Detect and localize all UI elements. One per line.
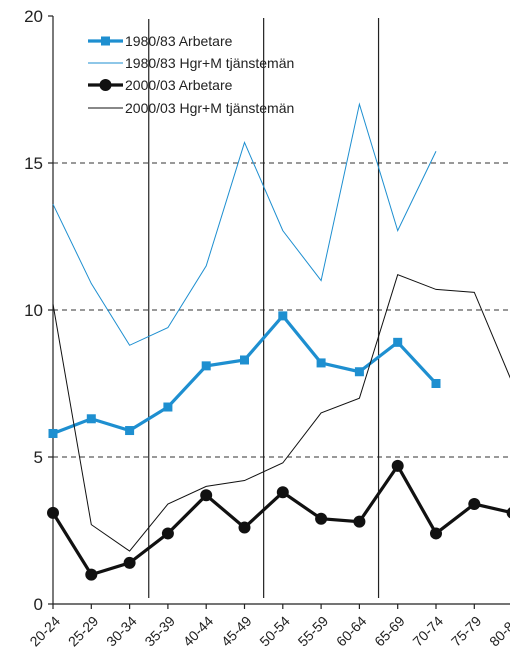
point-1-70-74 (431, 379, 441, 388)
x-tick-label-25-29: 25-29 (65, 613, 102, 650)
point-1-45-49 (240, 355, 249, 365)
x-tick-label-35-39: 35-39 (141, 613, 178, 650)
legend-label-3: 2000/03 Arbetare (125, 77, 233, 93)
series-1 (48, 311, 441, 438)
period-dividers (148, 18, 380, 598)
point-3-80-84 (506, 507, 510, 519)
point-1-35-39 (163, 402, 173, 412)
point-3-25-29 (85, 568, 98, 581)
series-line-2 (52, 102, 437, 346)
series-2 (52, 102, 437, 346)
series-3 (47, 459, 510, 581)
x-tick-label-40-44: 40-44 (180, 613, 217, 650)
legend-label-2: 1980/83 Hgr+M tjänstemän (125, 55, 294, 71)
point-1-55-59 (316, 358, 326, 368)
y-tick-label-0: 0 (34, 595, 43, 614)
x-tick-label-60-64: 60-64 (333, 613, 370, 650)
point-3-20-24 (47, 506, 59, 519)
legend: 1980/83 Arbetare 1980/83 Hgr+M tjänstemän… (88, 33, 294, 116)
x-tick-label-55-59: 55-59 (295, 613, 332, 650)
point-1-25-29 (86, 414, 96, 424)
x-tick-label-65-69: 65-69 (371, 613, 408, 650)
x-tick-label-75-79: 75-79 (448, 613, 485, 650)
legend-label-4: 2000/03 Hgr+M tjänstemän (125, 100, 294, 116)
legend-marker-1 (101, 36, 110, 46)
point-3-75-79 (468, 498, 481, 511)
x-tick-label-50-54: 50-54 (256, 613, 293, 650)
point-1-65-69 (393, 337, 403, 347)
series-line-3 (51, 462, 510, 577)
point-3-40-44 (200, 489, 213, 502)
gridlines (53, 162, 510, 458)
x-tick-label-30-34: 30-34 (103, 613, 140, 650)
point-1-40-44 (201, 361, 211, 371)
point-3-35-39 (161, 527, 174, 540)
y-tick-label-10: 10 (24, 301, 43, 320)
point-1-30-34 (125, 426, 135, 436)
legend-label-1: 1980/83 Arbetare (125, 33, 233, 49)
point-3-50-54 (276, 486, 289, 499)
point-3-55-59 (315, 512, 328, 525)
x-tick-label-70-74: 70-74 (409, 613, 446, 650)
legend-marker-3 (99, 79, 112, 91)
x-tick-label-45-49: 45-49 (218, 613, 255, 650)
point-3-45-49 (238, 521, 251, 534)
x-tick-label-80-84: 80-84 (486, 613, 510, 650)
y-tick-label-5: 5 (34, 448, 43, 467)
point-3-60-64 (353, 515, 366, 528)
point-1-60-64 (354, 367, 364, 377)
y-tick-label-15: 15 (24, 154, 43, 173)
point-3-70-74 (430, 527, 442, 540)
series-lines (47, 102, 510, 581)
point-1-20-24 (48, 428, 58, 438)
y-tick-label-20: 20 (24, 7, 43, 26)
point-3-65-69 (391, 459, 404, 472)
series-4 (52, 274, 510, 552)
x-tick-label-20-24: 20-24 (26, 613, 63, 650)
point-3-30-34 (123, 556, 136, 569)
series-line-4 (52, 274, 510, 552)
point-1-50-54 (278, 311, 288, 321)
